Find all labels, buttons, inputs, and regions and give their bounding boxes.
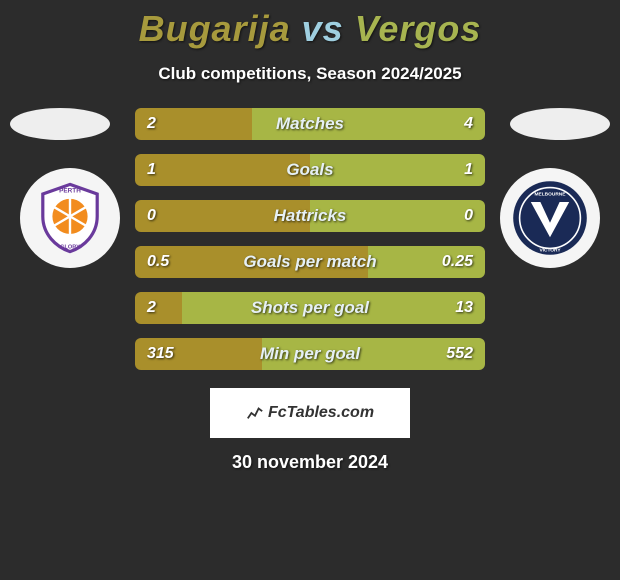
stat-bar: 24Matches	[135, 108, 485, 140]
stat-bar: 00Hattricks	[135, 200, 485, 232]
stat-value-left: 2	[147, 108, 156, 140]
stat-value-right: 552	[446, 338, 473, 370]
player2-name: Vergos	[355, 8, 482, 49]
stat-value-left: 315	[147, 338, 174, 370]
bar-segment-right	[310, 154, 485, 186]
vs-text: vs	[302, 8, 344, 49]
stat-value-left: 1	[147, 154, 156, 186]
stat-value-right: 1	[464, 154, 473, 186]
date: 30 november 2024	[0, 452, 620, 473]
melbourne-victory-icon: MELBOURNE VICTORY	[510, 178, 590, 258]
stat-bar: 0.50.25Goals per match	[135, 246, 485, 278]
bar-segment-right	[252, 108, 485, 140]
team1-badge: PERTH GLORY	[20, 168, 120, 268]
subtitle: Club competitions, Season 2024/2025	[0, 64, 620, 84]
bar-segment-right	[182, 292, 485, 324]
watermark: FcTables.com	[210, 388, 410, 438]
team2-badge: MELBOURNE VICTORY	[500, 168, 600, 268]
stat-value-left: 0.5	[147, 246, 169, 278]
stat-bar: 315552Min per goal	[135, 338, 485, 370]
stat-value-right: 0.25	[442, 246, 473, 278]
player2-silhouette	[510, 108, 610, 140]
stat-value-right: 0	[464, 200, 473, 232]
fctables-icon	[246, 404, 264, 422]
bar-segment-left	[135, 200, 310, 232]
stat-bar: 11Goals	[135, 154, 485, 186]
bar-segment-right	[310, 200, 485, 232]
content: PERTH GLORY MELBOURNE VICTORY 24Matches1…	[0, 108, 620, 370]
stat-value-right: 4	[464, 108, 473, 140]
player1-name: Bugarija	[139, 8, 291, 49]
bar-segment-left	[135, 292, 182, 324]
stat-bar: 213Shots per goal	[135, 292, 485, 324]
watermark-text: FcTables.com	[268, 404, 374, 422]
stat-value-left: 0	[147, 200, 156, 232]
svg-text:MELBOURNE: MELBOURNE	[535, 192, 567, 198]
svg-text:GLORY: GLORY	[60, 244, 80, 250]
player1-silhouette	[10, 108, 110, 140]
bar-segment-left	[135, 246, 368, 278]
comparison-title: Bugarija vs Vergos	[0, 0, 620, 50]
svg-text:PERTH: PERTH	[59, 187, 81, 194]
svg-text:VICTORY: VICTORY	[539, 248, 561, 254]
stats-bars: 24Matches11Goals00Hattricks0.50.25Goals …	[135, 108, 485, 370]
stat-value-left: 2	[147, 292, 156, 324]
bar-segment-left	[135, 154, 310, 186]
perth-glory-icon: PERTH GLORY	[30, 178, 110, 258]
stat-value-right: 13	[455, 292, 473, 324]
